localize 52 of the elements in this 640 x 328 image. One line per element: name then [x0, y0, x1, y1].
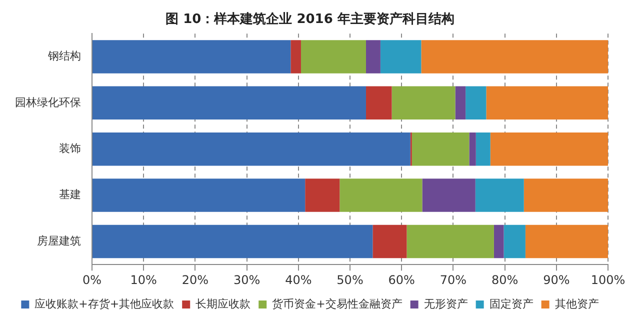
bar	[504, 224, 526, 258]
legend-label: 无形资产	[424, 297, 468, 310]
bar	[455, 86, 466, 120]
bar	[422, 178, 476, 212]
bar	[92, 40, 291, 74]
bar	[469, 132, 476, 166]
bar	[412, 132, 470, 166]
bar	[372, 224, 407, 258]
x-tick-label: 20%	[182, 272, 209, 287]
bar	[475, 178, 524, 212]
y-tick-label: 钢结构	[47, 50, 81, 63]
x-tick-label: 40%	[285, 272, 312, 287]
bar	[92, 178, 306, 212]
legend-label: 固定资产	[489, 297, 534, 310]
bar	[92, 86, 366, 120]
bar	[486, 86, 608, 120]
bar	[290, 40, 301, 74]
x-tick-label: 30%	[233, 272, 260, 287]
bar	[366, 86, 392, 120]
y-tick-label: 装饰	[59, 142, 81, 155]
x-tick-label: 50%	[336, 272, 364, 287]
legend-label: 应收账款+存货+其他应收款	[34, 297, 174, 310]
y-tick-label: 基建	[59, 188, 81, 202]
bar	[340, 178, 422, 212]
bar	[392, 86, 456, 120]
bar	[300, 40, 366, 74]
bar	[380, 40, 422, 74]
bar	[524, 178, 608, 212]
bar	[92, 132, 410, 166]
legend-label: 货币资金+交易性金融资产	[272, 297, 402, 310]
x-tick-label: 100%	[590, 272, 626, 287]
bar	[490, 132, 608, 166]
x-tick-label: 60%	[388, 272, 415, 287]
x-tick-label: 90%	[543, 272, 570, 287]
chart-title: 图 10：样本建筑企业 2016 年主要资产科目结构	[166, 11, 454, 28]
legend-label: 其他资产	[554, 297, 599, 310]
x-tick-label: 10%	[130, 272, 157, 287]
x-tick-label: 80%	[491, 272, 518, 287]
x-tick-label: 70%	[440, 272, 467, 287]
bar	[525, 224, 608, 258]
bar	[406, 224, 494, 258]
bar	[494, 224, 504, 258]
bar	[466, 86, 486, 120]
legend-label: 长期应收款	[196, 297, 251, 310]
bar	[92, 224, 373, 258]
bar	[476, 132, 490, 166]
y-tick-label: 房屋建筑	[37, 234, 81, 248]
bar	[305, 178, 340, 212]
y-tick-label: 园林绿化环保	[15, 96, 81, 109]
x-tick-label: 0%	[82, 272, 102, 287]
bar	[366, 40, 380, 74]
bar	[421, 40, 608, 74]
